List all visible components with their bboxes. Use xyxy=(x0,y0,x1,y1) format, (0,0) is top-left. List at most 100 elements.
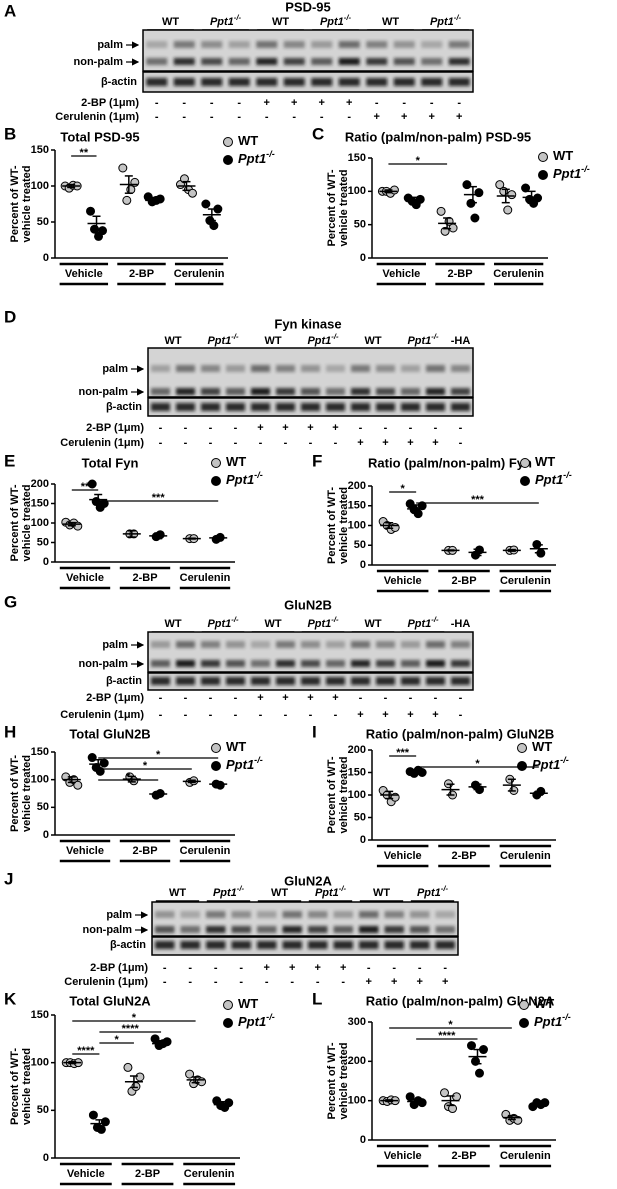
x-tick-label: Vehicle xyxy=(384,1150,422,1162)
legend-label-main: WT xyxy=(226,454,246,469)
y-tick-label: 0 xyxy=(360,834,366,846)
row-label: palm xyxy=(97,39,123,51)
column-label-sup: -/- xyxy=(431,332,439,341)
band xyxy=(326,641,345,648)
band xyxy=(421,41,443,48)
column-label-main: Ppt1 xyxy=(320,16,344,28)
x-tick-label: Cerulenin xyxy=(174,268,225,280)
legend-label: WT xyxy=(226,739,246,754)
treatment-sign: + xyxy=(401,111,407,123)
band xyxy=(351,677,370,685)
column-label: -HA xyxy=(451,335,471,347)
band xyxy=(251,388,270,395)
column-label: Ppt1-/- xyxy=(307,332,339,347)
blot-membrane xyxy=(142,71,474,93)
legend-label-sup: -/- xyxy=(266,1012,275,1022)
chart-title: Ratio (palm/non-palm) GluN2A xyxy=(366,993,555,1008)
treatment-sign: + xyxy=(282,422,288,434)
column-label-sup: -/- xyxy=(344,13,352,22)
x-tick-label: Cerulenin xyxy=(500,850,551,862)
treatment-sign: - xyxy=(234,422,238,434)
band xyxy=(301,677,320,685)
loading-label: β-actin xyxy=(110,939,146,951)
y-tick-label: 0 xyxy=(360,1134,366,1146)
band xyxy=(201,388,220,395)
row-label: palm xyxy=(106,909,132,921)
treatment-sign: - xyxy=(239,976,243,988)
row-label: non-palm xyxy=(74,56,124,68)
data-point xyxy=(448,1104,458,1114)
data-point xyxy=(474,188,484,198)
column-label: WT xyxy=(164,618,181,630)
y-axis-label: Percent of WT- xyxy=(326,169,338,246)
legend-label: Ppt1-/- xyxy=(534,1012,571,1029)
band xyxy=(201,641,220,648)
column-label: Ppt1-/- xyxy=(207,615,239,630)
band xyxy=(276,388,295,395)
legend-marker xyxy=(223,155,233,165)
data-point xyxy=(185,1069,195,1079)
loading-label: β-actin xyxy=(106,675,142,687)
treatment-sign: - xyxy=(384,422,388,434)
y-tick-label: 150 xyxy=(348,766,366,778)
y-tick-label: 100 xyxy=(348,1095,366,1107)
treatment-sign: - xyxy=(159,437,163,449)
legend-marker xyxy=(517,761,527,771)
band xyxy=(351,403,370,411)
chart-title: Ratio (palm/non-palm) Fyn xyxy=(368,455,532,470)
legend-label: WT xyxy=(238,133,258,148)
treatment-sign: - xyxy=(155,97,159,109)
significance-label: * xyxy=(126,771,131,783)
data-point xyxy=(466,1041,476,1051)
band xyxy=(226,660,245,667)
band xyxy=(376,403,395,411)
treatment-sign: + xyxy=(257,422,263,434)
treatment-sign: - xyxy=(359,692,363,704)
x-tick-label: Cerulenin xyxy=(493,268,544,280)
treatment-sign: + xyxy=(346,97,352,109)
band xyxy=(376,388,395,395)
band xyxy=(206,911,226,918)
band xyxy=(448,78,470,86)
data-point xyxy=(162,1037,172,1047)
legend-marker xyxy=(538,170,548,180)
band xyxy=(435,926,455,933)
legend-label-main: WT xyxy=(226,739,246,754)
column-label-main: Ppt1 xyxy=(417,887,441,899)
treatment-sign: - xyxy=(184,422,188,434)
data-point xyxy=(155,194,165,204)
treatment-sign: - xyxy=(210,111,214,123)
y-tick-label: 100 xyxy=(31,774,49,786)
treatment-sign: - xyxy=(334,437,338,449)
band xyxy=(201,403,220,411)
band xyxy=(226,365,245,372)
data-point xyxy=(440,1088,450,1098)
column-label-sup: -/- xyxy=(431,615,439,624)
column-label-main: Ppt1 xyxy=(307,618,331,630)
data-point xyxy=(201,199,211,209)
treatment-sign: + xyxy=(332,422,338,434)
band xyxy=(326,660,345,667)
column-label: Ppt1-/- xyxy=(430,13,462,28)
treatment-sign: - xyxy=(182,97,186,109)
treatment-sign: - xyxy=(292,111,296,123)
data-point xyxy=(507,190,517,200)
band xyxy=(151,365,170,372)
y-tick-label: 50 xyxy=(354,539,366,551)
band xyxy=(401,660,420,667)
band xyxy=(180,941,200,949)
column-label-main: WT xyxy=(264,618,281,630)
chart-title: Total PSD-95 xyxy=(60,129,139,144)
band xyxy=(146,58,168,65)
treatment-sign: - xyxy=(259,709,263,721)
column-label-main: WT xyxy=(382,16,399,28)
band xyxy=(401,365,420,372)
column-label: WT xyxy=(164,335,181,347)
significance-label: ** xyxy=(80,147,89,159)
x-tick-label: 2-BP xyxy=(135,1168,160,1180)
band xyxy=(155,926,175,933)
treatment-label: 2-BP (1μm) xyxy=(81,97,139,109)
band xyxy=(283,78,305,86)
row-label: palm xyxy=(102,363,128,375)
